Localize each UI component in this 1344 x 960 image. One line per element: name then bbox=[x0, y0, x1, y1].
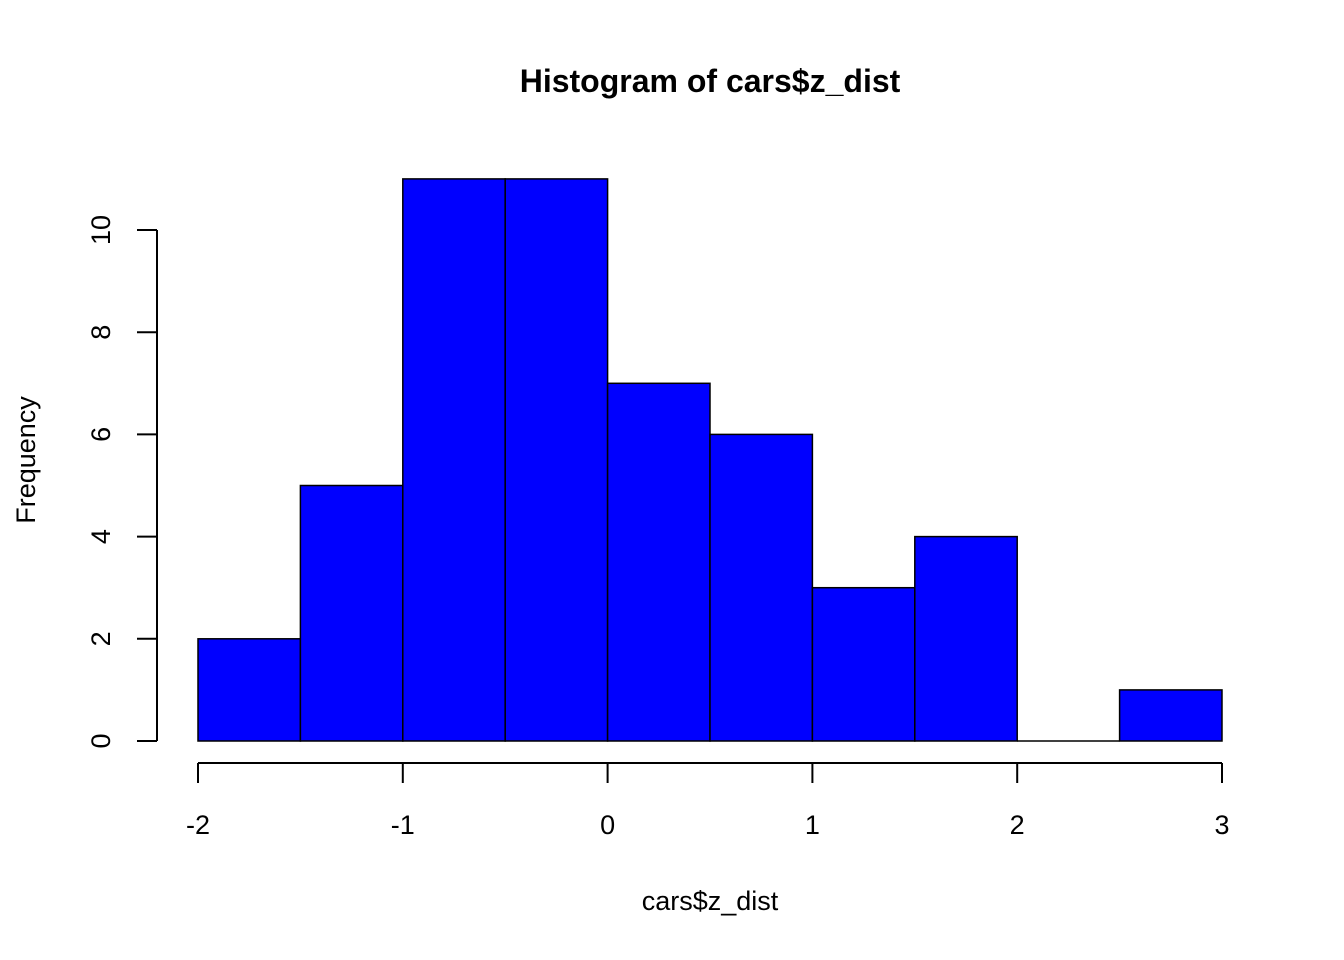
histogram-bar bbox=[197, 638, 302, 742]
histogram-bar bbox=[709, 433, 814, 742]
x-axis: -2 -1 0 1 2 3 bbox=[186, 762, 1230, 840]
histogram-bar bbox=[504, 178, 609, 742]
x-tick-label: -1 bbox=[391, 810, 415, 840]
histogram-bar bbox=[606, 382, 711, 742]
y-axis-label: Frequency bbox=[11, 396, 41, 524]
histogram-bar bbox=[1118, 689, 1223, 742]
x-tick-label: 1 bbox=[805, 810, 820, 840]
bars-group bbox=[197, 178, 1223, 742]
histogram-bar bbox=[914, 535, 1018, 742]
y-tick-label: 2 bbox=[86, 631, 116, 646]
x-tick-label: 2 bbox=[1010, 810, 1025, 840]
y-tick-label: 10 bbox=[86, 215, 116, 245]
y-axis: 0 2 4 6 8 10 bbox=[86, 215, 158, 749]
histogram-bar bbox=[299, 484, 404, 742]
x-tick-label: 3 bbox=[1214, 810, 1229, 840]
chart-title: Histogram of cars$z_dist bbox=[520, 63, 901, 99]
histogram-bar bbox=[402, 178, 506, 742]
x-tick-label: -2 bbox=[186, 810, 210, 840]
x-axis-label: cars$z_dist bbox=[642, 886, 779, 916]
x-tick-label: 0 bbox=[600, 810, 615, 840]
y-tick-label: 6 bbox=[86, 427, 116, 442]
y-tick-label: 4 bbox=[86, 529, 116, 544]
y-tick-label: 0 bbox=[86, 733, 116, 748]
y-tick-label: 8 bbox=[86, 325, 116, 340]
histogram-bar bbox=[811, 586, 916, 742]
